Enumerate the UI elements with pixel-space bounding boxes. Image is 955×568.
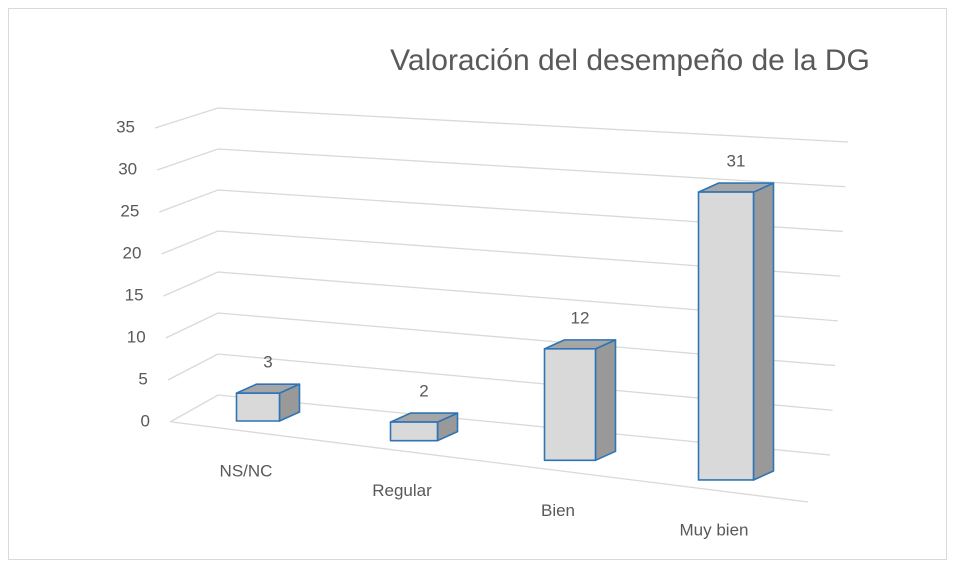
value-label: 31 [727, 152, 746, 171]
x-tick-label: NS/NC [220, 461, 273, 480]
x-tick-label: Muy bien [680, 520, 749, 539]
bar-side [594, 339, 617, 462]
grid-line [163, 271, 838, 322]
x-tick-label: Regular [372, 481, 432, 500]
value-label: 2 [419, 382, 428, 401]
value-label: 3 [263, 353, 272, 372]
y-tick-label: 25 [120, 201, 139, 220]
y-tick-label: 5 [138, 369, 147, 388]
bar [235, 392, 281, 422]
bar [697, 191, 755, 481]
y-tick-label: 0 [141, 411, 150, 430]
value-label: 12 [571, 308, 590, 327]
x-tick-label: Bien [541, 501, 575, 520]
grid-line [159, 189, 843, 233]
y-tick-label: 20 [123, 243, 142, 262]
y-tick-label: 30 [118, 159, 137, 178]
grid-line [167, 353, 833, 411]
chart-title: Valoración del desempeño de la DG [390, 44, 870, 77]
y-tick-label: 10 [127, 327, 146, 346]
bar [543, 348, 597, 462]
chart-border [8, 8, 947, 560]
y-tick-label: 15 [125, 285, 144, 304]
grid-line [161, 230, 841, 277]
floor-edge [171, 421, 809, 503]
grid-line [154, 107, 849, 143]
grid-line [156, 148, 846, 188]
y-tick-label: 35 [116, 117, 135, 136]
bar [389, 421, 439, 442]
bar-side [752, 182, 775, 481]
grid-line [165, 312, 836, 367]
grid-line [169, 394, 831, 456]
